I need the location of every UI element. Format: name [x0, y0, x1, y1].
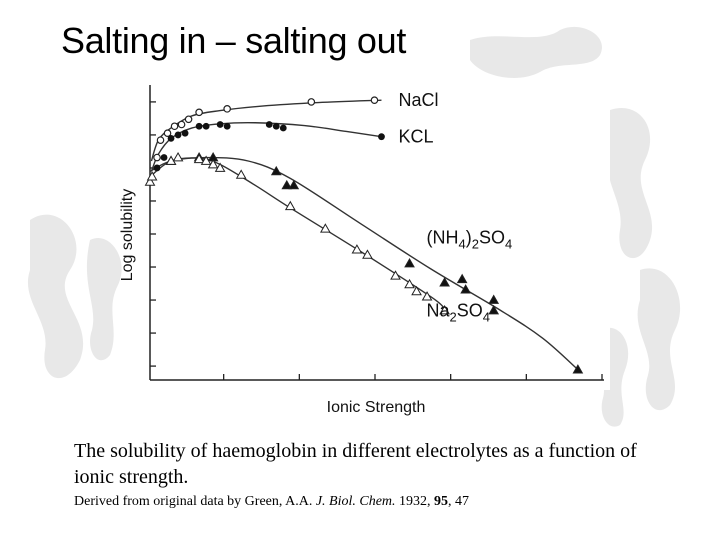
- x-axis-label: Ionic Strength: [327, 399, 426, 416]
- label-part: 2: [472, 236, 479, 251]
- label-part: NaCl: [398, 90, 438, 110]
- point--nh4-2so4: [288, 179, 300, 190]
- seaweed-right: [607, 108, 653, 259]
- point-na2so4: [439, 304, 450, 315]
- point-na2so4: [421, 291, 433, 301]
- series-label--nh4-2so4: (NH4)2SO4: [427, 227, 513, 251]
- label-part: ): [466, 227, 472, 247]
- credit-journal: J. Biol. Chem.: [315, 494, 396, 509]
- point-na2so4: [351, 244, 363, 254]
- point-na2so4: [235, 169, 247, 179]
- y-axis-label: Log solubility: [119, 189, 136, 282]
- point-kcl: [195, 122, 203, 130]
- plot-panel: [140, 80, 610, 390]
- point-nacl: [307, 98, 316, 106]
- data-credit: Derived from original data by Green, A.A…: [74, 494, 469, 510]
- point--nh4-2so4: [488, 304, 500, 315]
- point--nh4-2so4: [281, 179, 293, 190]
- point-nacl: [156, 136, 165, 144]
- point-nacl: [223, 105, 231, 113]
- point--nh4-2so4: [488, 294, 500, 304]
- point-na2so4: [390, 270, 401, 280]
- label-part: 4: [483, 309, 490, 324]
- point--nh4-2so4: [404, 258, 415, 268]
- seaweed-left: [27, 214, 84, 379]
- series-label-nacl: NaCl: [398, 90, 438, 110]
- point-na2so4: [200, 155, 212, 165]
- point-na2so4: [193, 153, 205, 164]
- point-na2so4: [214, 162, 226, 172]
- point-na2so4: [319, 223, 331, 233]
- point-nacl: [370, 96, 379, 104]
- label-part: KCL: [398, 127, 433, 147]
- point--nh4-2so4: [460, 284, 472, 294]
- point-na2so4: [362, 249, 373, 259]
- point--nh4-2so4: [439, 277, 450, 287]
- point-kcl: [181, 129, 189, 137]
- point-kcl: [378, 133, 385, 141]
- point-kcl: [272, 122, 280, 130]
- seaweed-left-2: [86, 238, 122, 361]
- credit-prefix: Derived from original data by Green, A.A…: [74, 494, 316, 509]
- point--nh4-2so4: [456, 273, 468, 284]
- point-na2so4: [207, 158, 219, 169]
- point--nh4-2so4: [270, 165, 282, 176]
- series-markers: [144, 96, 584, 374]
- point-na2so4: [411, 285, 422, 296]
- figure-caption: The solubility of haemoglobin in differe…: [74, 440, 637, 488]
- label-part: 4: [459, 236, 466, 251]
- chart-axes: [149, 85, 604, 381]
- seaweed-top: [470, 26, 602, 79]
- point-kcl: [202, 122, 210, 130]
- point-nacl: [195, 108, 203, 117]
- point-nacl: [177, 120, 186, 129]
- label-part: SO: [479, 227, 505, 247]
- point-na2so4: [144, 176, 156, 186]
- point--nh4-2so4: [572, 364, 584, 374]
- credit-volume: 95: [434, 494, 449, 509]
- point-nacl: [163, 129, 172, 137]
- point-kcl: [223, 122, 231, 130]
- point-kcl: [216, 121, 224, 128]
- point-kcl: [153, 164, 161, 172]
- point-nacl: [184, 115, 193, 124]
- point-kcl: [265, 121, 273, 128]
- series-label-kcl: KCL: [398, 127, 433, 147]
- seaweed-right-2: [637, 268, 681, 411]
- point-nacl: [170, 122, 179, 131]
- point-na2so4: [172, 152, 184, 162]
- point-kcl: [279, 124, 287, 132]
- point-na2so4: [146, 171, 158, 181]
- point-kcl: [167, 135, 175, 142]
- point-na2so4: [284, 200, 296, 211]
- label-part: 4: [505, 236, 512, 251]
- point-na2so4: [404, 278, 415, 289]
- credit-year: 1932,: [395, 494, 435, 509]
- point-kcl: [174, 131, 182, 139]
- label-part: SO: [457, 300, 483, 320]
- series-label-na2so4: Na2SO4: [427, 300, 491, 324]
- label-part: 2: [450, 309, 457, 324]
- label-part: (NH: [427, 227, 459, 247]
- label-part: Na: [427, 300, 451, 320]
- point-kcl: [160, 154, 168, 161]
- slide-title: Salting in – salting out: [61, 20, 407, 61]
- credit-pages: , 47: [448, 494, 470, 509]
- point-nacl: [153, 153, 161, 162]
